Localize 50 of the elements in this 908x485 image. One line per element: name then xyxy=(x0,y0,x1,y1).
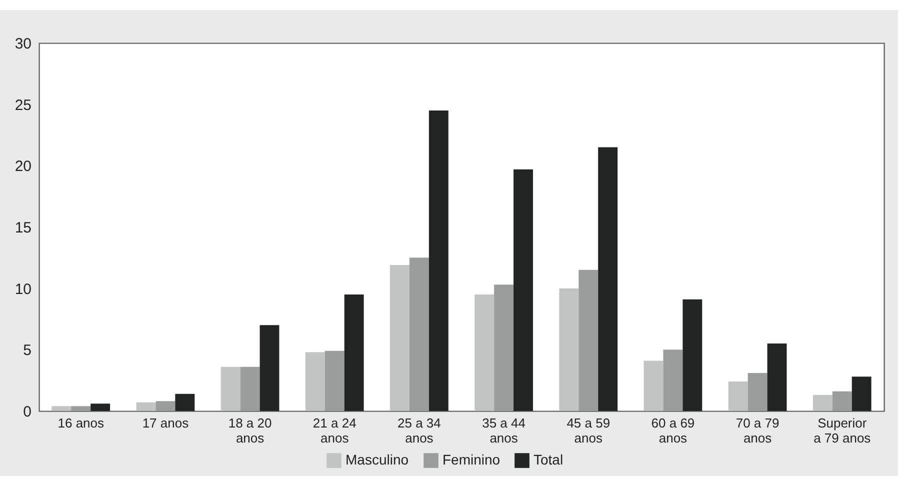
legend-label: Feminino xyxy=(442,452,500,468)
bar xyxy=(598,147,618,411)
legend-label: Total xyxy=(534,452,564,468)
bar xyxy=(136,402,156,411)
bar xyxy=(90,404,110,411)
bar xyxy=(428,110,448,411)
x-tick-label: 21 a 24 anos xyxy=(312,416,356,446)
bar xyxy=(324,350,344,411)
x-tick-label: 60 a 69 anos xyxy=(651,416,695,446)
bar xyxy=(728,382,748,411)
y-tick-label: 25 xyxy=(14,96,32,114)
bar xyxy=(175,394,195,411)
bar xyxy=(748,372,768,411)
x-tick-label: 18 a 20 anos xyxy=(228,416,272,446)
x-tick-label: 35 a 44 anos xyxy=(482,416,526,446)
bar xyxy=(390,265,410,411)
bar xyxy=(494,284,514,411)
y-tick-label: 30 xyxy=(14,36,32,52)
x-tick-label: 16 anos xyxy=(58,416,104,430)
bar xyxy=(474,294,494,411)
x-tick-label: Superior a 79 anos xyxy=(814,416,872,446)
bar xyxy=(767,344,787,411)
bar xyxy=(682,299,702,411)
x-tick-label: 25 a 34 anos xyxy=(398,416,441,446)
bar xyxy=(559,288,579,411)
bar xyxy=(852,376,872,411)
y-tick-label: 20 xyxy=(14,158,32,176)
bar xyxy=(812,395,832,411)
bar xyxy=(832,391,852,411)
y-tick-label: 10 xyxy=(14,280,32,298)
bar xyxy=(344,294,364,411)
y-tick-label: 0 xyxy=(23,404,32,420)
bar xyxy=(578,270,598,411)
bar xyxy=(240,366,260,411)
bar xyxy=(409,258,429,411)
legend-label: Masculino xyxy=(346,452,409,468)
bar xyxy=(514,169,533,411)
x-tick-label: 70 a 79 anos xyxy=(736,416,780,446)
bar xyxy=(260,325,280,411)
bar xyxy=(156,401,176,411)
bar xyxy=(52,406,72,411)
y-tick-label: 5 xyxy=(23,342,32,360)
x-tick-label: 17 anos xyxy=(142,416,190,430)
bar xyxy=(644,360,664,411)
x-tick-label: 45 a 59 anos xyxy=(566,416,610,446)
bar xyxy=(663,350,683,411)
bar xyxy=(220,366,240,411)
bar xyxy=(305,352,325,411)
y-tick-label: 15 xyxy=(14,220,32,236)
bar xyxy=(71,406,91,411)
